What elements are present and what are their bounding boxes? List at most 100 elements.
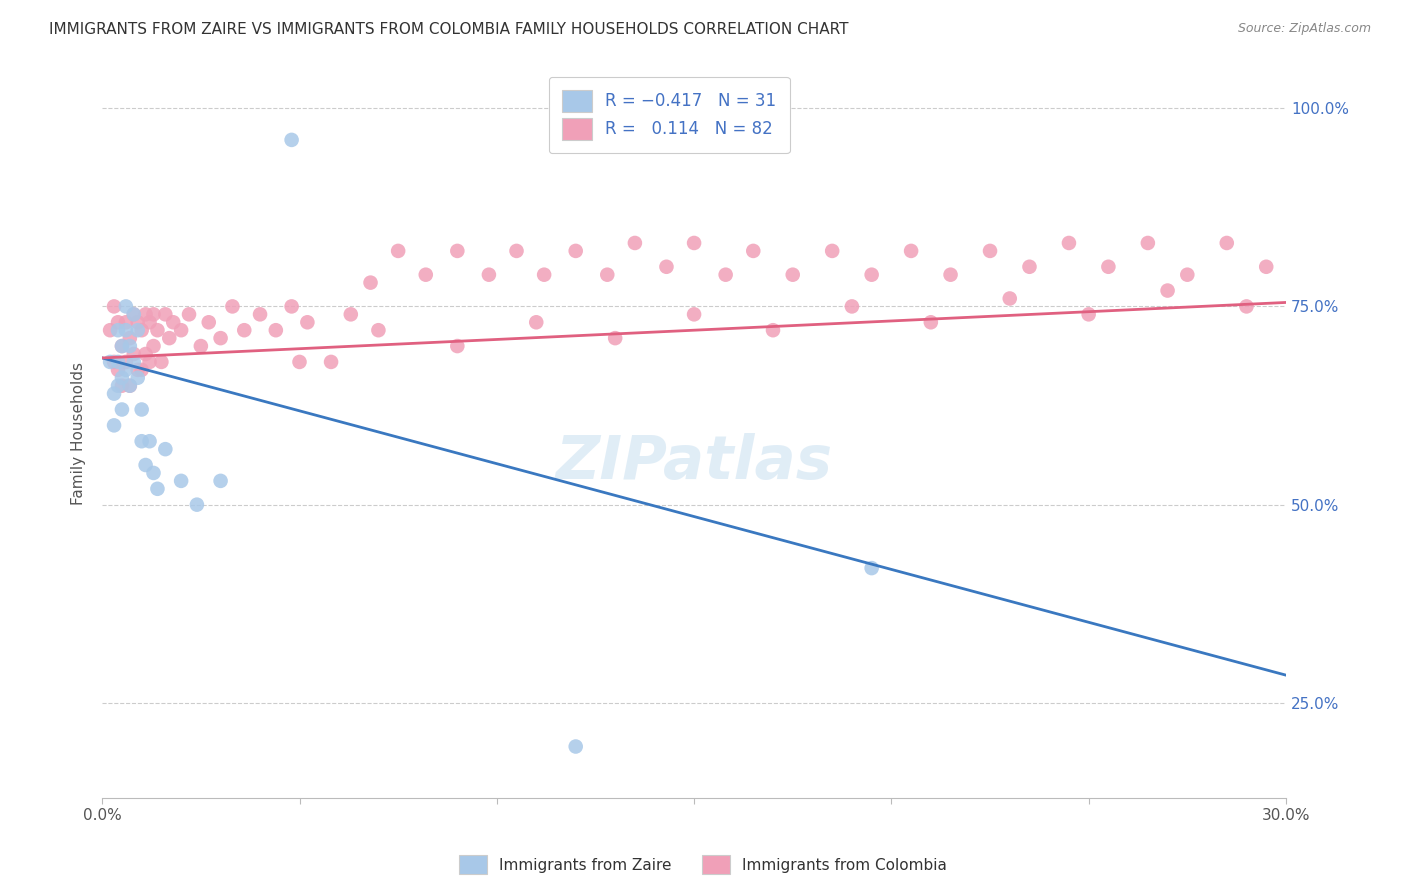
Point <box>157 331 180 345</box>
Point <box>1018 260 1040 274</box>
Point <box>367 323 389 337</box>
Point <box>138 355 160 369</box>
Point <box>135 347 157 361</box>
Point <box>170 474 193 488</box>
Point <box>190 339 212 353</box>
Point <box>118 331 141 345</box>
Point <box>146 482 169 496</box>
Point <box>683 307 706 321</box>
Point <box>564 739 586 754</box>
Point <box>564 244 586 258</box>
Point <box>115 363 138 377</box>
Point <box>280 300 302 314</box>
Point <box>360 276 382 290</box>
Point <box>233 323 256 337</box>
Point <box>122 355 145 369</box>
Point <box>127 371 149 385</box>
Point <box>177 307 200 321</box>
Point <box>107 323 129 337</box>
Point <box>714 268 737 282</box>
Text: ZIPatlas: ZIPatlas <box>555 433 832 492</box>
Point <box>415 268 437 282</box>
Point <box>142 466 165 480</box>
Point <box>131 434 153 449</box>
Point <box>127 323 149 337</box>
Point <box>107 363 129 377</box>
Point <box>107 355 129 369</box>
Point <box>596 268 619 282</box>
Point <box>762 323 785 337</box>
Point <box>131 402 153 417</box>
Point <box>446 339 468 353</box>
Point <box>103 355 125 369</box>
Point <box>122 307 145 321</box>
Point <box>118 339 141 353</box>
Text: IMMIGRANTS FROM ZAIRE VS IMMIGRANTS FROM COLOMBIA FAMILY HOUSEHOLDS CORRELATION : IMMIGRANTS FROM ZAIRE VS IMMIGRANTS FROM… <box>49 22 849 37</box>
Point <box>340 307 363 321</box>
Point <box>131 363 153 377</box>
Point <box>939 268 962 282</box>
Point <box>288 355 311 369</box>
Point <box>155 442 177 457</box>
Point <box>319 355 342 369</box>
Point <box>249 307 271 321</box>
Legend: R = −0.417   N = 31, R =   0.114   N = 82: R = −0.417 N = 31, R = 0.114 N = 82 <box>548 77 790 153</box>
Point <box>297 315 319 329</box>
Point <box>111 402 134 417</box>
Point <box>146 323 169 337</box>
Point <box>860 561 883 575</box>
Point <box>135 307 157 321</box>
Point <box>135 458 157 472</box>
Point <box>1097 260 1119 274</box>
Point <box>115 300 138 314</box>
Point <box>98 355 121 369</box>
Point <box>683 235 706 250</box>
Point <box>221 300 243 314</box>
Point <box>624 235 647 250</box>
Point <box>103 300 125 314</box>
Point <box>107 315 129 329</box>
Point <box>1077 307 1099 321</box>
Point <box>478 268 501 282</box>
Point <box>1256 260 1278 274</box>
Point <box>111 371 134 385</box>
Point <box>111 339 134 353</box>
Y-axis label: Family Households: Family Households <box>72 362 86 505</box>
Point <box>115 323 138 337</box>
Point <box>533 268 555 282</box>
Point <box>127 363 149 377</box>
Point <box>138 434 160 449</box>
Point <box>131 323 153 337</box>
Point <box>1057 235 1080 250</box>
Point <box>860 268 883 282</box>
Point <box>841 300 863 314</box>
Point <box>1156 284 1178 298</box>
Point <box>655 260 678 274</box>
Point <box>505 244 527 258</box>
Point <box>1136 235 1159 250</box>
Point <box>280 133 302 147</box>
Point <box>264 323 287 337</box>
Point <box>1216 235 1239 250</box>
Point <box>98 323 121 337</box>
Point <box>103 386 125 401</box>
Point <box>142 307 165 321</box>
Point <box>446 244 468 258</box>
Point <box>821 244 844 258</box>
Point <box>138 315 160 329</box>
Point <box>122 347 145 361</box>
Point <box>142 339 165 353</box>
Point <box>107 378 129 392</box>
Text: Source: ZipAtlas.com: Source: ZipAtlas.com <box>1237 22 1371 36</box>
Point <box>170 323 193 337</box>
Point <box>115 315 138 329</box>
Point <box>118 378 141 392</box>
Point <box>209 331 232 345</box>
Point <box>155 307 177 321</box>
Point <box>122 307 145 321</box>
Point <box>111 339 134 353</box>
Point <box>900 244 922 258</box>
Point <box>186 498 208 512</box>
Legend: Immigrants from Zaire, Immigrants from Colombia: Immigrants from Zaire, Immigrants from C… <box>453 849 953 880</box>
Point <box>111 378 134 392</box>
